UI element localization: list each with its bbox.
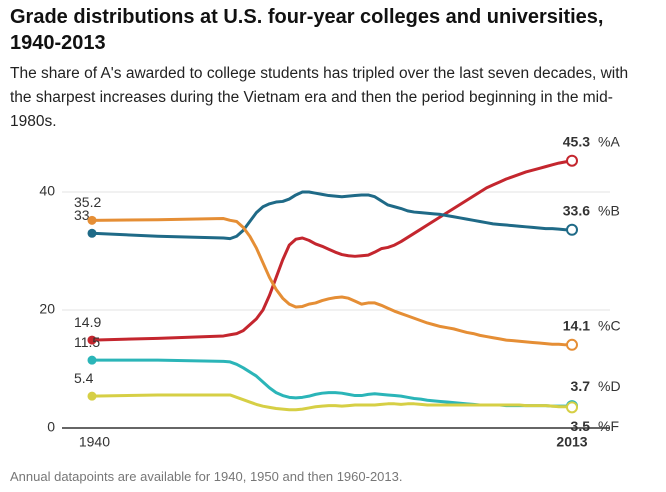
- start-label: 35.2: [74, 194, 101, 210]
- start-point: [87, 355, 97, 365]
- start-point: [87, 391, 97, 401]
- x-tick-label: 1940: [79, 434, 110, 450]
- end-value-label: 45.3: [563, 133, 590, 149]
- start-point: [87, 215, 97, 225]
- legend-label: %F: [598, 418, 619, 434]
- end-value-label: 33.6: [563, 202, 590, 218]
- legend-label: %C: [598, 318, 621, 334]
- series-line: [91, 159, 573, 342]
- y-tick-label: 0: [47, 419, 55, 435]
- footnote: Annual datapoints are available for 1940…: [10, 469, 403, 484]
- end-point: [566, 223, 578, 236]
- start-label: 33: [74, 207, 90, 223]
- end-point: [566, 338, 578, 351]
- end-value-label: 3.5: [571, 418, 591, 434]
- series-line: [92, 358, 572, 408]
- end-value-label: 3.7: [571, 378, 591, 394]
- series-line: [91, 393, 573, 412]
- end-point: [566, 401, 578, 414]
- y-tick-label: 20: [39, 301, 55, 317]
- chart-title: Grade distributions at U.S. four-year co…: [10, 6, 604, 54]
- start-label: 11.5: [74, 334, 100, 350]
- chart-subtitle: The share of A's awarded to college stud…: [10, 65, 629, 130]
- start-label: 5.4: [74, 370, 94, 386]
- x-tick-label: 2013: [556, 434, 587, 450]
- start-point: [87, 228, 97, 238]
- series-line: [91, 217, 572, 347]
- start-point: [87, 335, 97, 345]
- end-point: [566, 154, 578, 167]
- start-label: 14.9: [74, 314, 101, 330]
- legend-label: %B: [598, 202, 620, 218]
- legend-label: %A: [598, 133, 620, 149]
- y-tick-label: 40: [39, 183, 55, 199]
- legend-label: %D: [598, 378, 621, 394]
- series-line: [91, 190, 572, 241]
- end-value-label: 14.1: [563, 318, 590, 334]
